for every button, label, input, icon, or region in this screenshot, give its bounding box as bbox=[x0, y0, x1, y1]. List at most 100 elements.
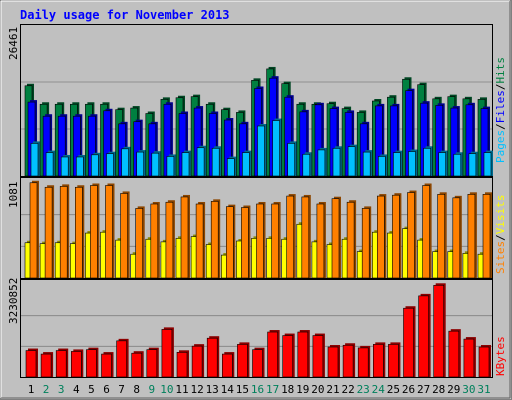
bar-kbytes bbox=[418, 293, 431, 378]
bar-sites bbox=[301, 194, 311, 279]
bar-pages bbox=[45, 150, 56, 177]
bar-sites bbox=[422, 183, 432, 279]
bar-pages bbox=[257, 124, 267, 177]
bar-kbytes bbox=[176, 350, 189, 378]
bar-sites bbox=[75, 185, 85, 279]
bar-kbytes bbox=[448, 329, 461, 378]
bar-sites bbox=[195, 201, 206, 279]
chart-title: Daily usage for November 2013 bbox=[20, 8, 230, 22]
bar-kbytes bbox=[206, 336, 220, 378]
bar-pages bbox=[423, 146, 433, 177]
bar-sites bbox=[241, 205, 251, 279]
bar-kbytes bbox=[191, 344, 205, 378]
bar-sites bbox=[376, 194, 387, 279]
x-tick-label: 31 bbox=[477, 383, 490, 396]
bar-sites bbox=[467, 192, 477, 279]
legend-panel-3: KBytes bbox=[494, 336, 507, 376]
bar-kbytes bbox=[101, 352, 114, 378]
bar-kbytes bbox=[478, 345, 491, 378]
bar-pages bbox=[106, 151, 116, 177]
x-tick-label: 27 bbox=[417, 383, 430, 396]
legend-sites: Sites bbox=[494, 241, 507, 274]
bar-pages bbox=[166, 154, 176, 177]
legend-hits: Hits bbox=[494, 57, 507, 84]
bar-kbytes bbox=[372, 342, 386, 378]
bar-pages bbox=[287, 141, 297, 177]
x-tick-label: 2 bbox=[43, 383, 50, 396]
bar-sites bbox=[482, 192, 492, 279]
bar-sites bbox=[437, 192, 447, 279]
bar-pages bbox=[362, 150, 373, 177]
bar-sites bbox=[452, 195, 462, 279]
bar-pages bbox=[181, 150, 191, 177]
legend-pages: Pages bbox=[494, 130, 507, 163]
x-tick-label: 6 bbox=[103, 383, 110, 396]
x-tick-label: 25 bbox=[387, 383, 400, 396]
bar-sites bbox=[361, 206, 372, 279]
bar-sites bbox=[105, 183, 115, 279]
bar-pages bbox=[317, 147, 327, 177]
x-tick-label: 8 bbox=[133, 383, 140, 396]
bar-kbytes bbox=[297, 330, 310, 378]
bar-pages bbox=[91, 152, 101, 177]
bar-kbytes bbox=[327, 345, 340, 378]
y-max-label-kbytes: 3230852 bbox=[7, 278, 20, 324]
legend-files: Files bbox=[494, 90, 507, 123]
bar-sites bbox=[135, 206, 145, 279]
bar-kbytes bbox=[463, 337, 476, 378]
x-tick-label: 26 bbox=[402, 383, 415, 396]
bar-kbytes bbox=[342, 343, 356, 378]
bar-sites bbox=[256, 201, 266, 279]
x-tick-label: 1 bbox=[28, 383, 35, 396]
x-tick-label: 14 bbox=[221, 383, 235, 396]
x-tick-label: 28 bbox=[432, 383, 445, 396]
bar-pages bbox=[468, 151, 478, 177]
bar-kbytes bbox=[252, 347, 265, 378]
bar-pages bbox=[332, 146, 342, 177]
x-tick-label: 18 bbox=[281, 383, 294, 396]
y-max-label-sites: 1081 bbox=[7, 182, 20, 209]
x-tick-label: 4 bbox=[73, 383, 80, 396]
y-max-label-hits: 26461 bbox=[7, 27, 20, 60]
bar-pages bbox=[347, 144, 358, 177]
bar-pages bbox=[377, 154, 388, 177]
bar-kbytes bbox=[71, 349, 84, 378]
legend-panel-2: Sites/Visits bbox=[494, 195, 507, 275]
bar-sites bbox=[346, 200, 357, 279]
bar-kbytes bbox=[357, 345, 371, 378]
bar-sites bbox=[210, 199, 221, 279]
bar-sites bbox=[271, 201, 281, 279]
bar-kbytes bbox=[267, 330, 280, 378]
x-tick-label: 16 bbox=[251, 383, 264, 396]
x-tick-label: 5 bbox=[88, 383, 95, 396]
bar-sites bbox=[286, 194, 296, 279]
bar-pages bbox=[60, 154, 71, 177]
bar-pages bbox=[438, 150, 448, 177]
bar-sites bbox=[407, 190, 417, 279]
bar-pages bbox=[408, 149, 418, 177]
bar-pages bbox=[483, 150, 493, 177]
bar-pages bbox=[272, 118, 282, 177]
bar-kbytes bbox=[25, 348, 38, 378]
x-axis-labels: 1 2 3 4 5 6 7 8 9 10 11 12 13 14 15 16 17 18 19 20 21 22 23 24 2… bbox=[28, 383, 491, 396]
x-tick-label: 9 bbox=[148, 383, 155, 396]
legend-panel-1: Pages/Files/Hits bbox=[494, 57, 507, 163]
bar-sites bbox=[44, 185, 55, 279]
x-tick-label: 30 bbox=[462, 383, 475, 396]
x-tick-label: 13 bbox=[206, 383, 219, 396]
bar-pages bbox=[211, 146, 222, 177]
x-tick-label: 10 bbox=[160, 383, 173, 396]
bar-sites bbox=[226, 204, 236, 279]
bar-kbytes bbox=[433, 283, 446, 378]
bar-kbytes bbox=[222, 352, 235, 378]
x-tick-label: 3 bbox=[58, 383, 65, 396]
x-tick-label: 22 bbox=[341, 383, 354, 396]
bar-kbytes bbox=[40, 352, 54, 378]
bar-kbytes bbox=[86, 347, 99, 378]
bar-kbytes bbox=[282, 333, 295, 378]
x-tick-label: 24 bbox=[372, 383, 386, 396]
x-tick-label: 12 bbox=[190, 383, 203, 396]
bar-pages bbox=[121, 146, 131, 177]
bar-pages bbox=[227, 156, 237, 177]
